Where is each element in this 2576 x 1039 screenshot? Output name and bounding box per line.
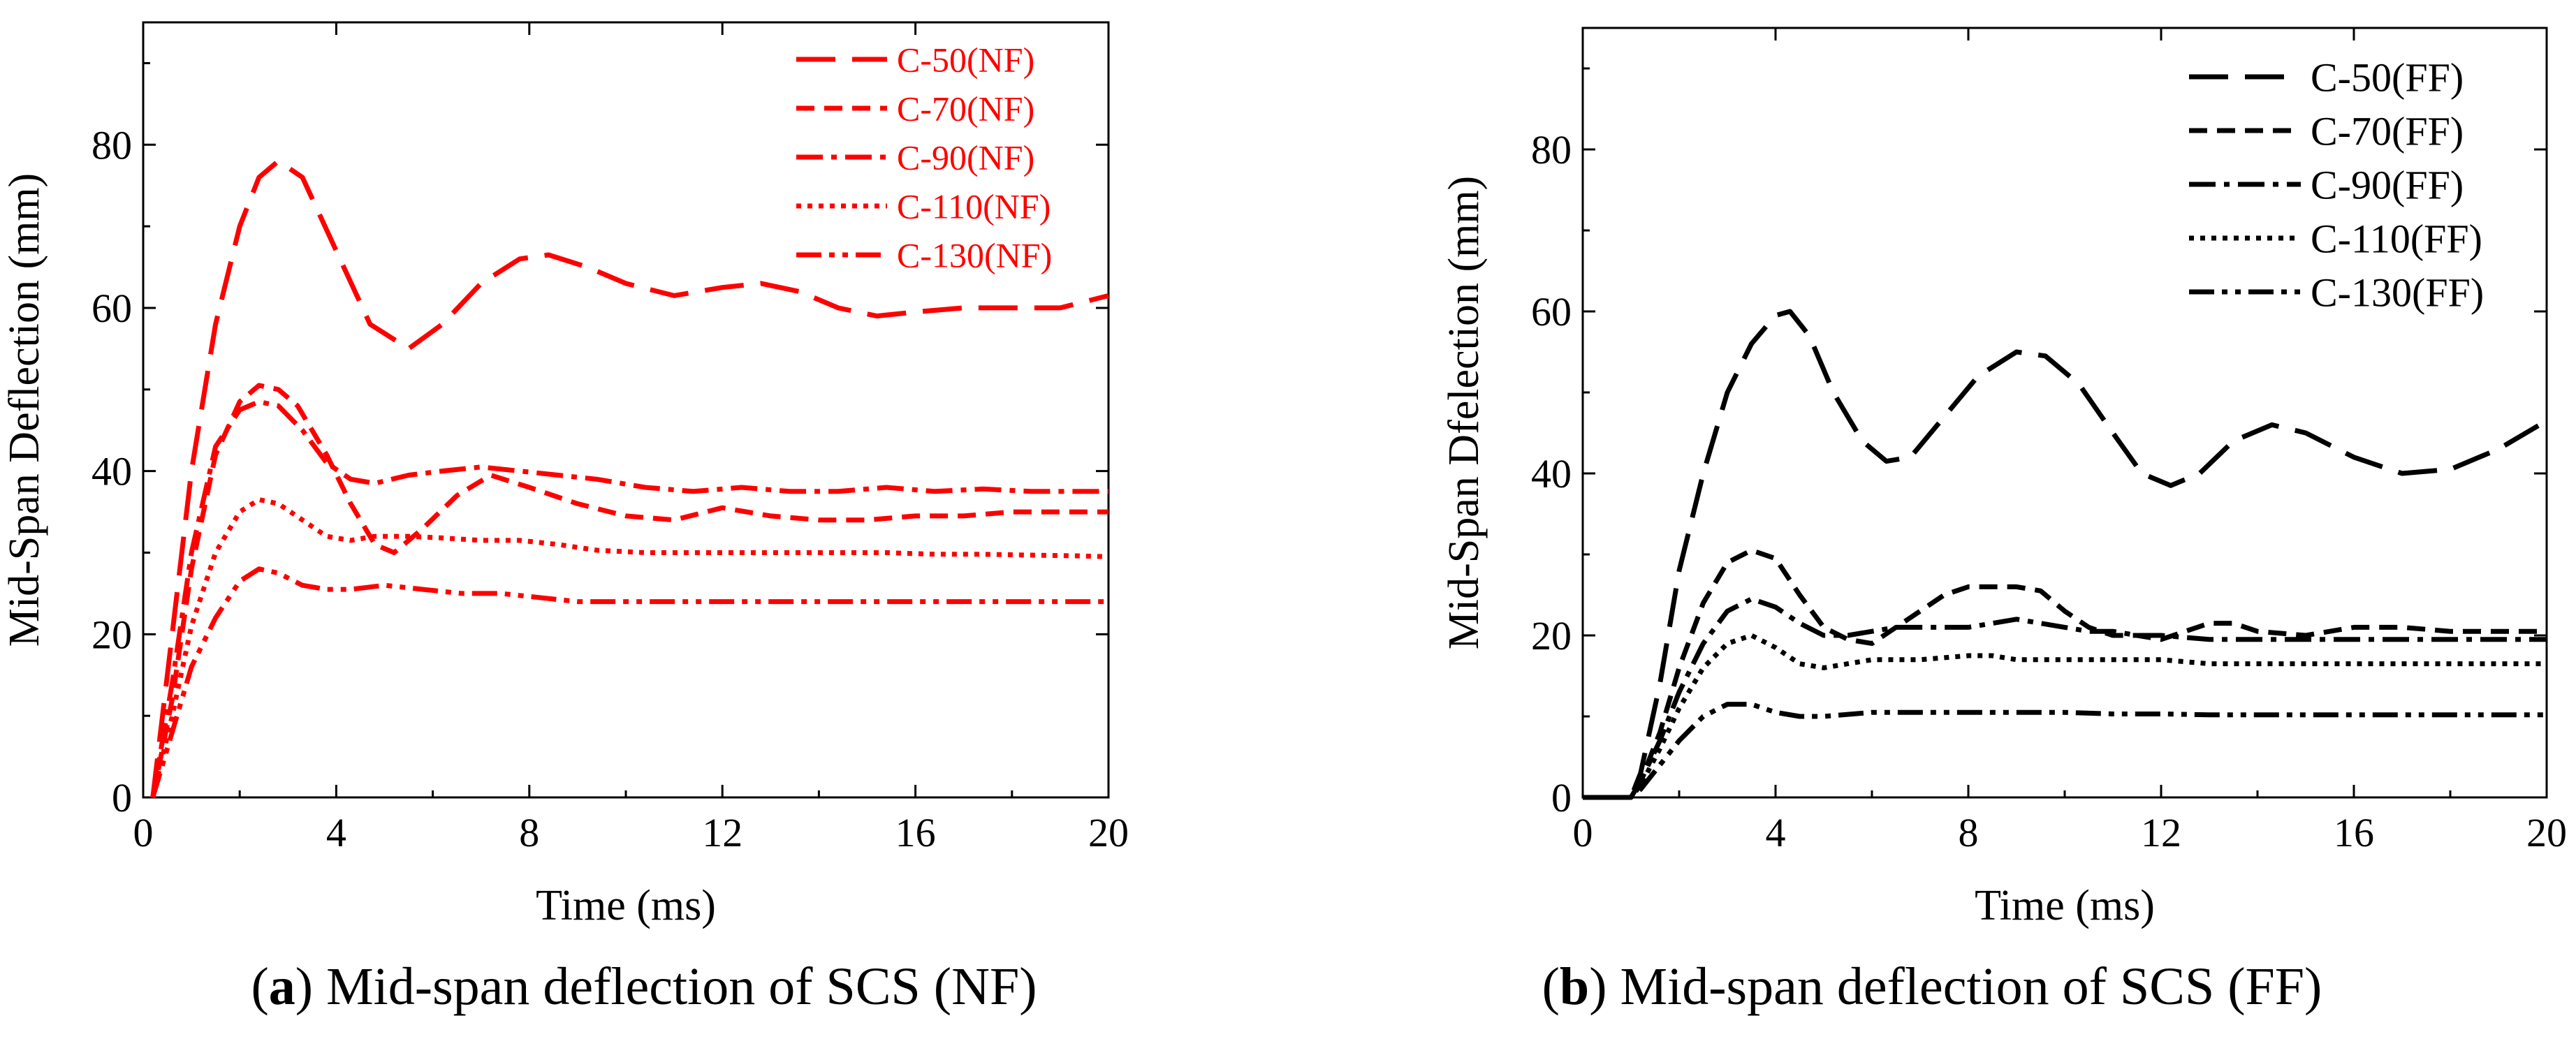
y-tick-label: 20 [1531,613,1572,658]
x-tick-label: 0 [1573,810,1593,855]
series-line-C-70(FF) [1583,547,2547,800]
caption-b: (b) Mid-span deflection of SCS (FF) [1542,957,2322,1016]
legend-label: C-130(NF) [897,236,1052,275]
x-tick-label: 4 [326,810,346,855]
x-tick-label: 8 [519,810,539,855]
y-tick-label: 80 [1531,127,1572,172]
y-tick-label: 40 [1531,451,1572,496]
y-axis-label: Mid-Span Deflection (mm) [1,173,48,647]
caption-text: Mid-span deflection of SCS (FF) [1620,957,2322,1016]
x-axis-label: Time (ms) [1975,882,2155,929]
legend-label: C-90(NF) [897,138,1034,177]
x-axis-label: Time (ms) [536,882,716,929]
series-line-C-130(FF) [1583,702,2547,800]
legend-label: C-70(NF) [897,89,1034,128]
x-tick-label: 12 [702,810,742,855]
caption-tag: b [1559,957,1590,1016]
chart-panel-a: Time (ms) Mid-Span Deflection (mm) 0 4 8 12… [1,21,1129,1016]
y-axis-label: Mid-Span Dfelection (mm) [1440,176,1488,649]
series-line-C-50(NF) [150,159,1109,798]
caption-a: (a) Mid-span deflection of SCS (NF) [251,957,1037,1016]
series-line-C-90(NF) [150,399,1108,798]
legend-label: C-130(FF) [2311,270,2484,315]
legend-label: C-90(FF) [2311,162,2464,207]
chart-a: Time (ms) Mid-Span Deflection (mm) 0 4 8 12… [1,21,1129,929]
caption-tag: a [268,957,295,1016]
legend-label: C-110(NF) [897,187,1051,226]
legend-label: C-110(FF) [2311,216,2482,261]
series-line-C-70(NF) [150,383,1108,798]
x-tick-label: 0 [133,810,154,855]
y-tick-label: 0 [1551,775,1572,820]
chart-panel-b: Time (ms) Mid-Span Dfelection (mm) 0 4 8 12… [1288,0,2576,1039]
y-tick-label: 20 [92,612,132,657]
y-tick-label: 40 [92,449,132,494]
x-tick-label: 12 [2141,810,2181,855]
series-line-C-110(FF) [1583,633,2547,800]
chart-b: Time (ms) Mid-Span Dfelection (mm) 0 4 8 12… [1440,27,2567,929]
legend-label: C-70(FF) [2311,108,2464,154]
x-tick-label: 20 [1088,810,1129,855]
series-line-C-110(NF) [150,497,1109,798]
y-tick-label: 60 [1531,289,1572,334]
legend-label: C-50(NF) [897,40,1034,80]
x-tick-label: 8 [1959,810,1979,855]
y-tick-label: 0 [112,775,132,820]
x-tick-label: 16 [895,810,936,855]
legend-label: C-50(FF) [2311,54,2464,100]
y-tick-label: 60 [92,286,132,331]
series-line-C-90(FF) [1583,596,2547,800]
x-tick-label: 16 [2334,810,2374,855]
x-tick-label: 4 [1766,810,1786,855]
y-tick-label: 80 [92,122,132,168]
series-line-C-50(FF) [1583,309,2548,800]
caption-text: Mid-span deflection of SCS (NF) [326,957,1037,1016]
series-line-C-130(NF) [150,566,1108,798]
x-tick-label: 20 [2526,810,2567,855]
